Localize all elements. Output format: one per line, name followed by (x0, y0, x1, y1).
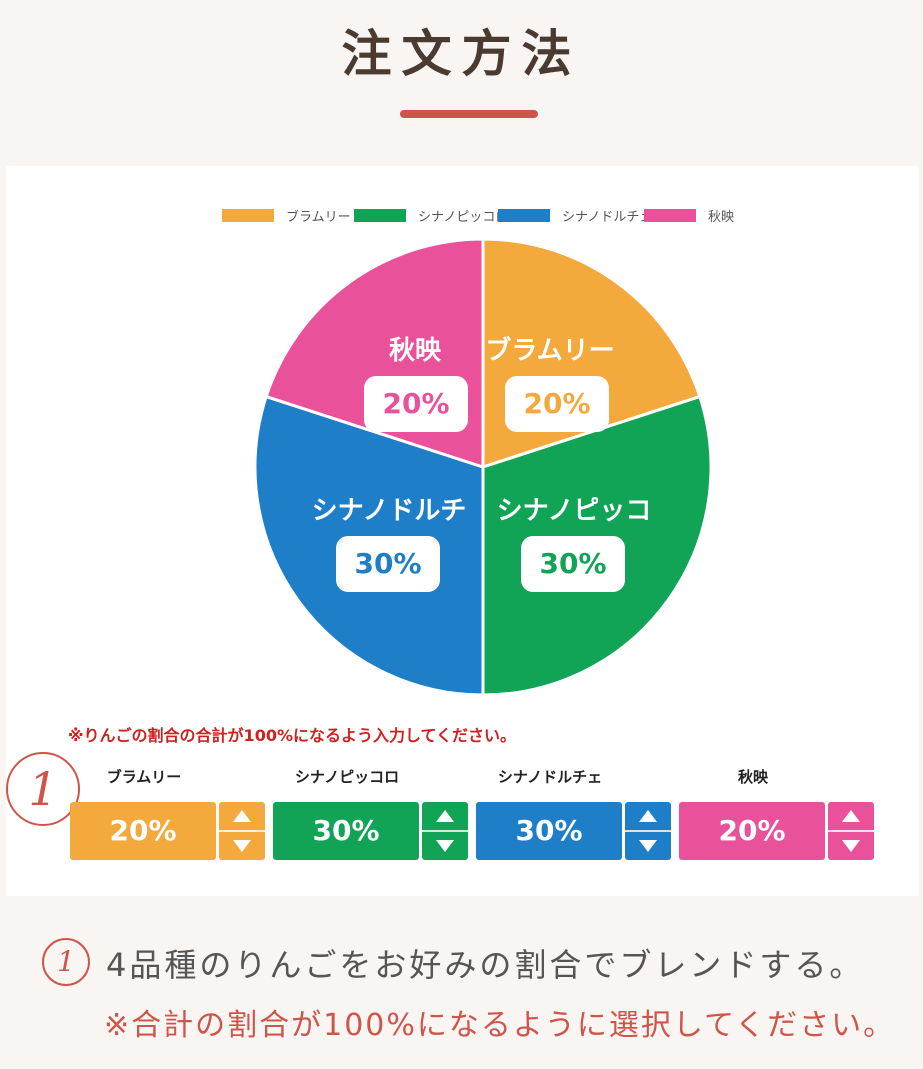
slice-percent-shinano-piccolo: 30% (521, 536, 625, 592)
ratio-input-shinano-dolce[interactable]: 30% (476, 802, 622, 860)
ratio-stepper-shinano-dolce (625, 802, 671, 860)
step-number-badge: 1 (6, 752, 80, 826)
legend-item-shuei: 秋映 (644, 203, 734, 227)
arrow-down-icon (639, 840, 657, 852)
legend-swatch (354, 208, 406, 222)
increment-button[interactable] (219, 802, 265, 832)
arrow-down-icon (842, 840, 860, 852)
ratio-stepper-shinano-piccolo (422, 802, 468, 860)
page-title: 注文方法 (341, 25, 582, 83)
sum-notice: ※りんごの割合の合計が100%になるよう入力してください。 (68, 726, 517, 745)
input-label-shinano-dolce: シナノドルチェ (497, 768, 603, 786)
input-label-bramley: ブラムリー (106, 768, 182, 786)
input-label-shuei: 秋映 (737, 768, 768, 786)
instruction-number-badge: 1 (42, 938, 90, 986)
arrow-up-icon (842, 810, 860, 822)
legend-swatch (498, 208, 550, 222)
legend-label: ブラムリー (286, 209, 351, 225)
slice-label-shuei: 秋映 (388, 336, 441, 366)
ratio-stepper-shuei (828, 802, 874, 860)
slice-percent-bramley: 20% (505, 376, 609, 432)
arrow-up-icon (639, 810, 657, 822)
legend-label: シナノピッコロ (418, 209, 509, 225)
legend-label: シナノドルチェ (562, 209, 653, 225)
legend-item-bramley: ブラムリー (222, 203, 351, 227)
increment-button[interactable] (422, 802, 468, 832)
decrement-button[interactable] (219, 832, 265, 860)
legend-item-shinano-dolce: シナノドルチェ (498, 203, 652, 227)
slice-percent-shuei: 20% (364, 376, 468, 432)
arrow-up-icon (436, 810, 454, 822)
title-underline (400, 110, 538, 118)
arrow-down-icon (436, 840, 454, 852)
legend-item-shinano-piccolo: シナノピッコロ (354, 203, 508, 227)
decrement-button[interactable] (422, 832, 468, 860)
input-label-shinano-piccolo: シナノピッコロ (294, 768, 400, 786)
ratio-stepper-bramley (219, 802, 265, 860)
ratio-input-shuei[interactable]: 20% (679, 802, 825, 860)
ratio-input-bramley[interactable]: 20% (70, 802, 216, 860)
arrow-down-icon (233, 840, 251, 852)
instruction-note: ※合計の割合が100%になるように選択してください。 (104, 1008, 896, 1043)
slice-percent-shinano-dolce: 30% (336, 536, 440, 592)
legend-swatch (644, 208, 696, 222)
ratio-input-shinano-piccolo[interactable]: 30% (273, 802, 419, 860)
arrow-up-icon (233, 810, 251, 822)
chart-legend: ブラムリー シナノピッコロ シナノドルチェ 秋映 (0, 203, 923, 227)
slice-label-bramley: ブラムリー (485, 336, 615, 366)
instruction-text: 4品種のりんごをお好みの割合でブレンドする。 (106, 946, 865, 984)
increment-button[interactable] (625, 802, 671, 832)
legend-label: 秋映 (708, 209, 735, 225)
decrement-button[interactable] (828, 832, 874, 860)
decrement-button[interactable] (625, 832, 671, 860)
increment-button[interactable] (828, 802, 874, 832)
legend-swatch (222, 208, 274, 222)
